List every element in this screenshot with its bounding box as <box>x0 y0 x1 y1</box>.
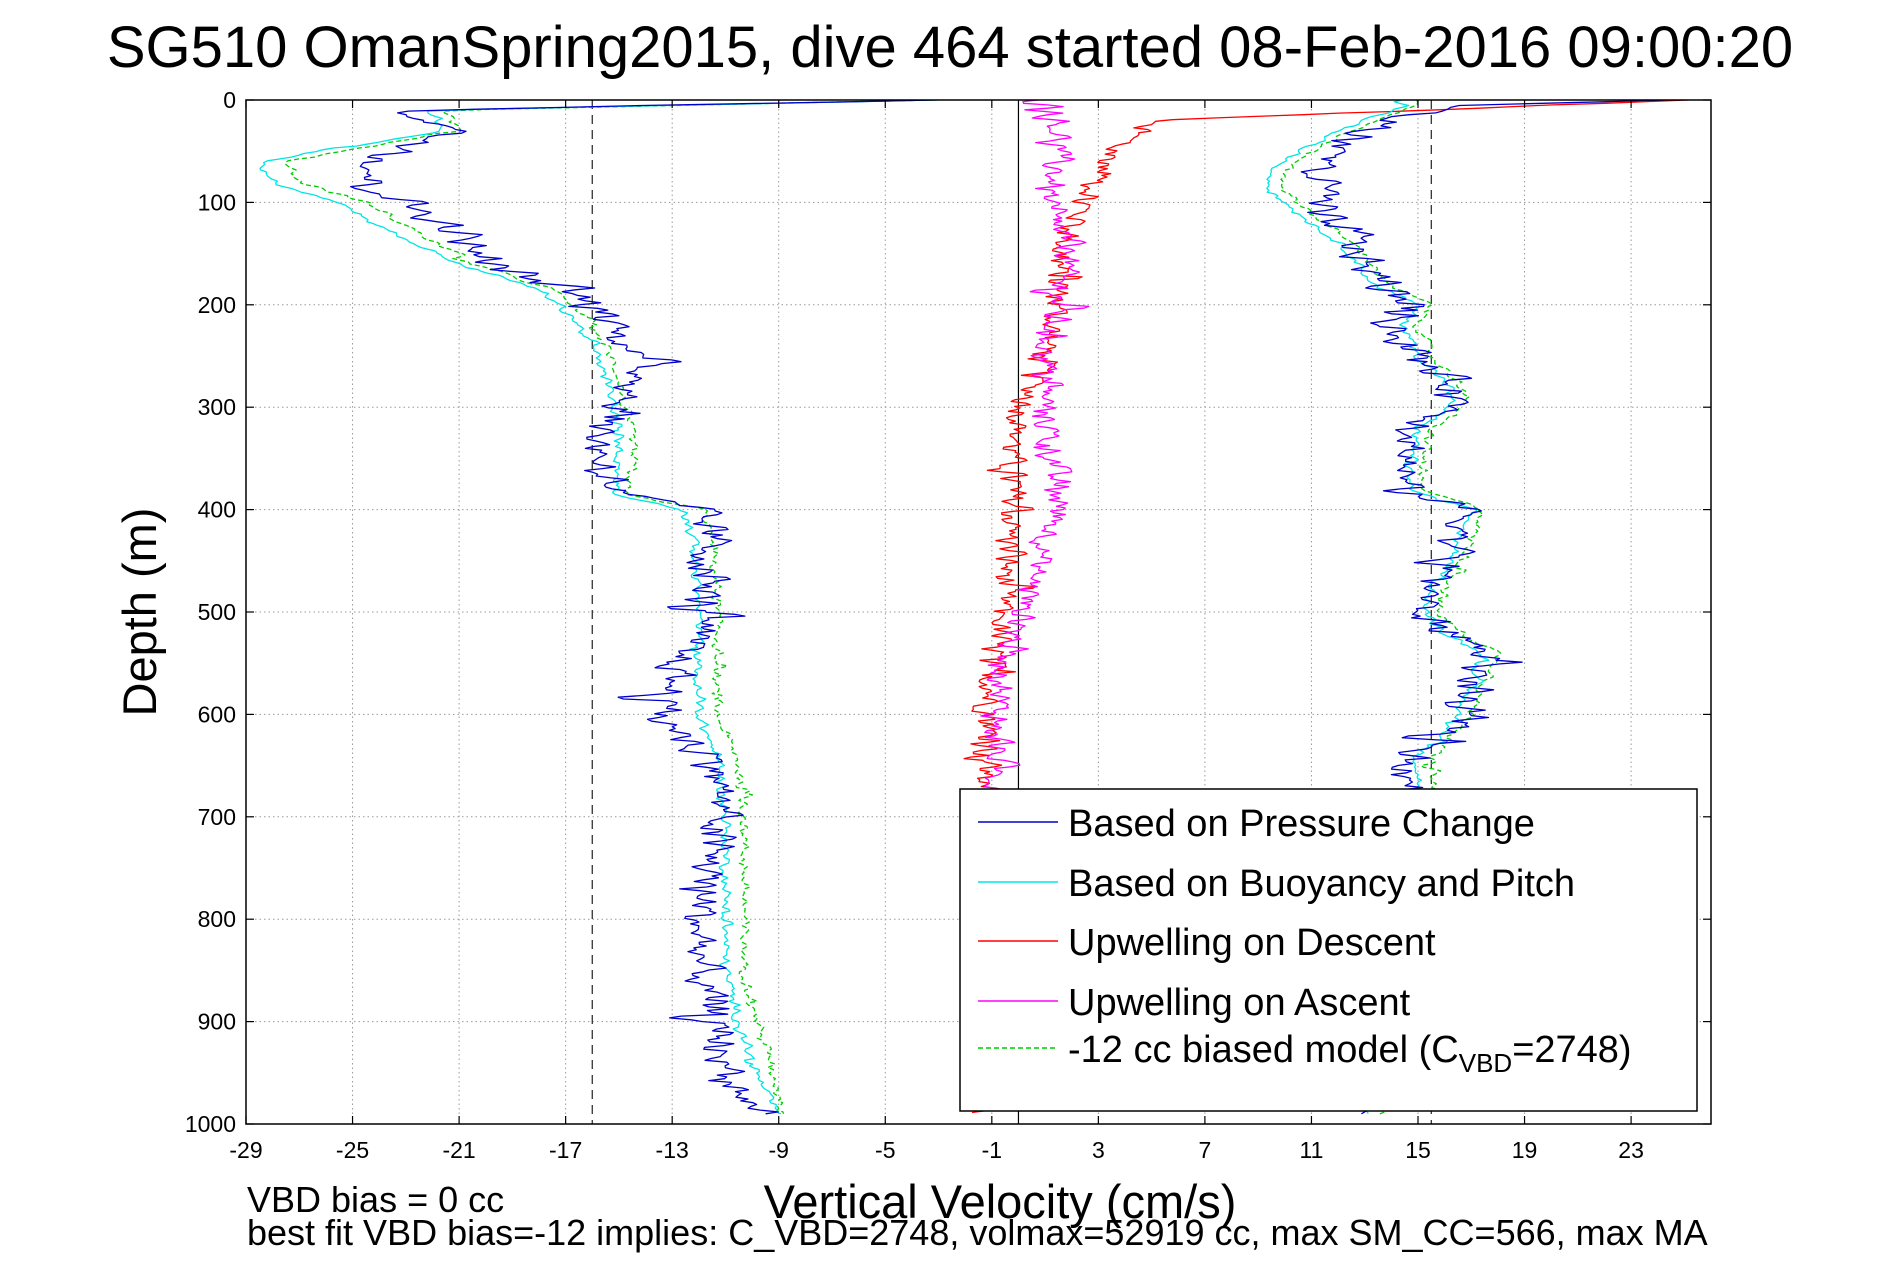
x-tick-label: -9 <box>769 1137 789 1163</box>
x-tick-label: 11 <box>1300 1137 1324 1163</box>
series-line-based-on-buoyancy-and-pitch-descent <box>259 100 937 1115</box>
y-tick-label: 400 <box>198 497 236 523</box>
y-axis-label: Depth (m) <box>113 508 166 717</box>
x-tick-label: 3 <box>1092 1137 1105 1163</box>
y-tick-label: 1000 <box>185 1111 236 1137</box>
series-line-based-on-pressure-change-descent <box>350 100 934 1115</box>
legend-label: Upwelling on Descent <box>1068 922 1436 964</box>
y-tick-label: 800 <box>198 906 236 932</box>
y-tick-label: 200 <box>198 292 236 318</box>
legend-label: Upwelling on Ascent <box>1068 982 1411 1024</box>
legend-label-suffix: =2748) <box>1512 1029 1631 1071</box>
y-tick-label: 600 <box>198 701 236 727</box>
legend: Based on Pressure Change Based on Buoyanc… <box>959 788 1698 1112</box>
y-tick-label: 500 <box>198 599 236 625</box>
legend-subscript: VBD <box>1459 1048 1512 1078</box>
x-tick-label: -1 <box>982 1137 1002 1163</box>
legend-box <box>959 788 1698 1112</box>
x-tick-label: 15 <box>1405 1137 1431 1163</box>
series-line--12-cc-biased-model-descent <box>284 100 938 1115</box>
x-tick-label: 23 <box>1618 1137 1644 1163</box>
x-tick-label: -13 <box>656 1137 689 1163</box>
x-tick-label: 7 <box>1199 1137 1212 1163</box>
x-tick-label: -21 <box>442 1137 475 1163</box>
x-tick-label: -25 <box>336 1137 369 1163</box>
y-tick-label: 700 <box>198 804 236 830</box>
best-fit-note: best fit VBD bias=-12 implies: C_VBD=274… <box>247 1212 1708 1253</box>
y-tick-label: 100 <box>198 189 236 215</box>
x-tick-label: -29 <box>229 1137 262 1163</box>
x-axis-label: Vertical Velocity (cm/s) <box>764 1175 1237 1228</box>
y-tick-label: 300 <box>198 394 236 420</box>
legend-label: -12 cc biased model (CVBD=2748) <box>1068 1029 1632 1078</box>
vbd-bias-note: VBD bias = 0 cc <box>247 1179 504 1220</box>
legend-label: Based on Buoyancy and Pitch <box>1068 863 1575 905</box>
series-line-upwelling-on-ascent-profile <box>980 100 1090 796</box>
x-tick-label: -5 <box>875 1137 895 1163</box>
chart-title: SG510 OmanSpring2015, dive 464 started 0… <box>107 15 1793 80</box>
y-tick-label: 0 <box>223 87 236 113</box>
y-tick-label: 900 <box>198 1009 236 1035</box>
x-tick-label: -17 <box>549 1137 582 1163</box>
axis-ticks: -29 -25 -21 -17 -13 -9 -5 -1 3 7 11 15 19 23010020030… <box>185 87 1711 1163</box>
x-tick-label: 19 <box>1512 1137 1538 1163</box>
legend-label: Based on Pressure Change <box>1068 803 1535 845</box>
